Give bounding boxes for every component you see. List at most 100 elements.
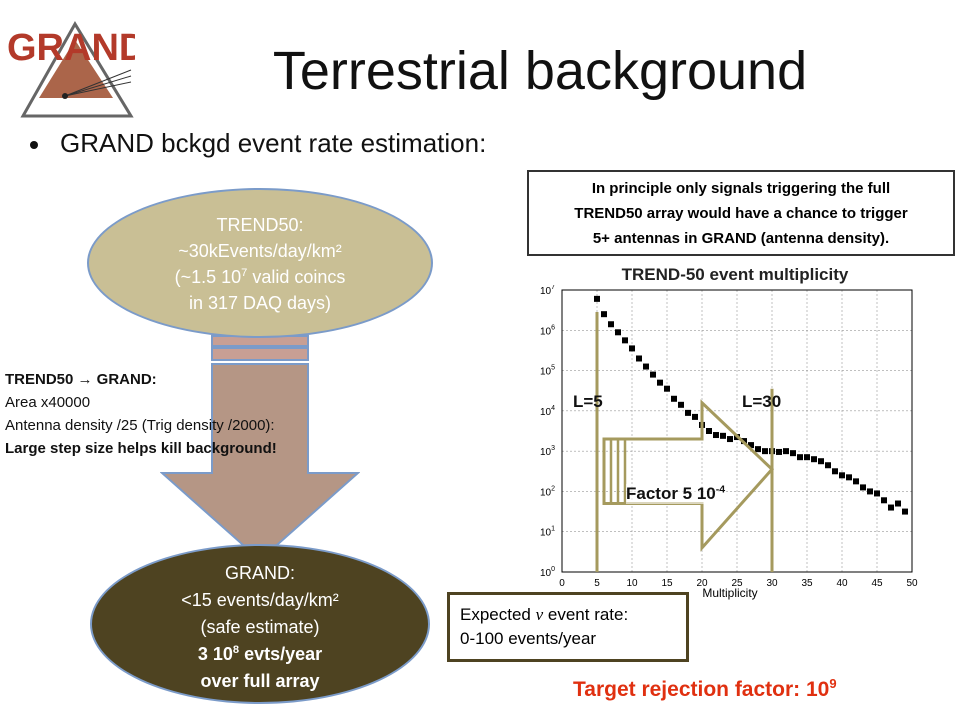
data-point bbox=[818, 458, 824, 465]
x-tick-label: 20 bbox=[696, 578, 708, 589]
x-tick-label: 25 bbox=[731, 578, 743, 589]
data-point bbox=[664, 385, 670, 392]
data-point bbox=[706, 428, 712, 434]
bullet-item: GRAND bckgd event rate estimation: bbox=[30, 128, 486, 159]
note-line2: TREND50 array would have a chance to tri… bbox=[574, 205, 908, 222]
data-point bbox=[776, 448, 782, 455]
grand-line3: (safe estimate) bbox=[200, 617, 320, 637]
x-tick-label: 5 bbox=[594, 578, 600, 589]
grand-line4: 3 108 evts/year bbox=[197, 644, 323, 664]
trend50-ellipse: TREND50: ~30kEvents/day/km² (~1.5 107 va… bbox=[87, 188, 433, 338]
x-tick-label: 10 bbox=[626, 578, 638, 589]
data-point bbox=[608, 321, 614, 328]
trend50-line2: ~30kEvents/day/km² bbox=[178, 241, 342, 261]
note-box: In principle only signals triggering the… bbox=[527, 170, 955, 256]
grand-line2: <15 events/day/km² bbox=[181, 590, 339, 610]
grand-line1: GRAND: bbox=[224, 563, 295, 583]
grand-logo: GRAND bbox=[7, 21, 135, 118]
data-point bbox=[797, 454, 803, 461]
nu-symbol: ν bbox=[535, 605, 544, 624]
x-tick-label: 45 bbox=[871, 578, 883, 589]
conversion-line2: Antenna density /25 (Trig density /2000)… bbox=[5, 417, 275, 434]
data-point bbox=[671, 395, 677, 402]
expected-rate-box: Expected ν event rate: 0-100 events/year bbox=[447, 592, 689, 662]
data-point bbox=[832, 468, 838, 475]
data-point bbox=[720, 432, 726, 439]
data-point bbox=[804, 454, 810, 461]
data-point bbox=[615, 329, 621, 336]
data-point bbox=[839, 472, 845, 479]
conversion-heading: TREND50 → GRAND: bbox=[5, 371, 157, 388]
data-point bbox=[692, 413, 698, 420]
factor-arrow bbox=[602, 399, 775, 552]
slide-title: Terrestrial background bbox=[272, 41, 808, 101]
y-tick-label: 106 bbox=[540, 324, 555, 337]
data-point bbox=[622, 337, 628, 344]
trend50-line1: TREND50: bbox=[216, 215, 304, 235]
x-tick-label: 35 bbox=[801, 578, 813, 589]
bullet-dot-icon bbox=[30, 141, 38, 150]
expected-line2: 0-100 events/year bbox=[460, 629, 597, 648]
trend50-line4: in 317 DAQ days) bbox=[188, 293, 332, 313]
expected-line1: Expected ν event rate: bbox=[460, 605, 629, 624]
data-point bbox=[601, 311, 607, 318]
note-line3: 5+ antennas in GRAND (antenna density). bbox=[592, 230, 890, 247]
conversion-text: TREND50 → GRAND: Area x40000 Antenna den… bbox=[5, 368, 277, 460]
x-axis-label: Multiplicity bbox=[702, 586, 757, 600]
data-point bbox=[811, 456, 817, 463]
y-tick-label: 107 bbox=[540, 285, 555, 297]
grand-ellipse: GRAND: <15 events/day/km² (safe estimate… bbox=[90, 544, 430, 704]
data-point bbox=[881, 497, 887, 504]
data-point bbox=[636, 355, 642, 362]
l5-label: L=5 bbox=[573, 392, 603, 411]
data-point bbox=[594, 295, 600, 302]
data-point bbox=[713, 432, 719, 439]
plot-frame bbox=[561, 289, 913, 573]
data-point bbox=[727, 436, 733, 443]
conversion-line3: Large step size helps kill background! bbox=[5, 440, 277, 457]
multiplicity-chart: 0 5 10 15 20 25 30 35 40 45 50 100 101 102 103 104 105 10… bbox=[540, 285, 918, 600]
data-point bbox=[846, 474, 852, 481]
chart-grid bbox=[561, 289, 913, 573]
data-point bbox=[783, 448, 789, 455]
data-point bbox=[853, 478, 859, 485]
data-point bbox=[657, 379, 663, 386]
y-tick-label: 103 bbox=[540, 445, 555, 458]
plot-title: TREND-50 event multiplicity bbox=[621, 265, 849, 284]
data-point bbox=[685, 409, 691, 416]
x-tick-label: 0 bbox=[559, 578, 565, 589]
bullet-text: GRAND bckgd event rate estimation: bbox=[60, 128, 487, 158]
l30-label: L=30 bbox=[742, 392, 782, 411]
x-tick-label: 15 bbox=[661, 578, 673, 589]
y-tick-label: 101 bbox=[540, 526, 555, 539]
data-point bbox=[755, 446, 761, 453]
logo-text: GRAND bbox=[7, 27, 135, 69]
chart-overlay bbox=[595, 312, 775, 572]
data-point bbox=[650, 371, 656, 378]
data-point bbox=[762, 448, 768, 455]
data-point bbox=[874, 490, 880, 497]
y-tick-label: 104 bbox=[540, 405, 555, 418]
grand-line5: over full array bbox=[200, 671, 320, 691]
y-tick-label: 100 bbox=[540, 566, 555, 579]
data-point bbox=[860, 484, 866, 491]
flow-arrow bbox=[160, 335, 360, 562]
factor-label: Factor 5 10-4 bbox=[626, 483, 726, 504]
y-tick-label: 102 bbox=[540, 485, 555, 498]
data-point bbox=[902, 508, 908, 515]
x-tick-label: 30 bbox=[766, 578, 778, 589]
data-point bbox=[748, 442, 754, 449]
target-rejection: Target rejection factor: 109 bbox=[573, 676, 837, 701]
data-point bbox=[888, 504, 894, 511]
conversion-line1: Area x40000 bbox=[5, 394, 91, 411]
data-point bbox=[895, 500, 901, 507]
data-point bbox=[678, 401, 684, 408]
y-tick-label: 105 bbox=[540, 365, 555, 378]
data-point bbox=[629, 345, 635, 352]
x-tick-label: 50 bbox=[906, 578, 918, 589]
x-tick-label: 40 bbox=[836, 578, 848, 589]
trend50-line3: (~1.5 107 valid coincs bbox=[174, 267, 346, 287]
note-line1: In principle only signals triggering the… bbox=[591, 180, 891, 197]
data-point bbox=[867, 488, 873, 495]
data-point bbox=[825, 462, 831, 469]
